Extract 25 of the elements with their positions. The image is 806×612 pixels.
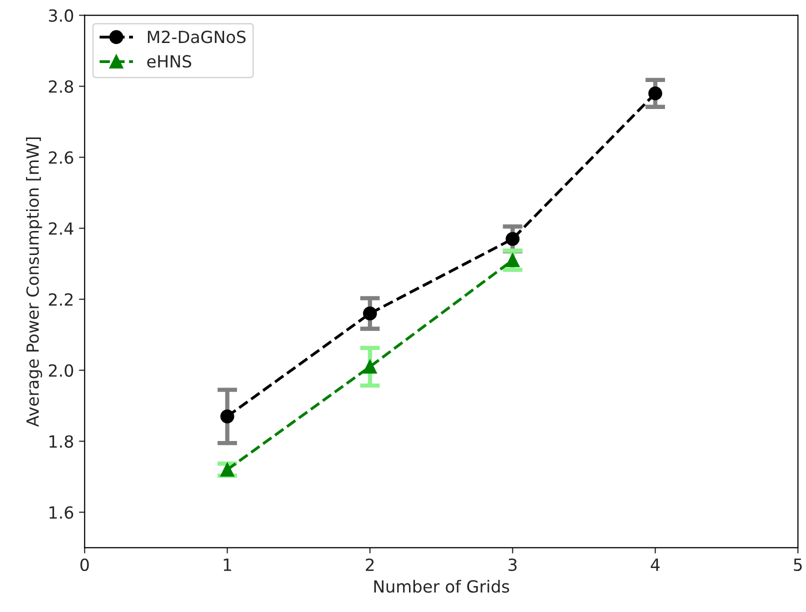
x-tick-label: 5: [794, 558, 802, 572]
y-tick-label: 2.6: [48, 151, 74, 164]
y-tick-label: 1.6: [50, 506, 74, 519]
legend-label: eHNS: [147, 55, 192, 68]
y-tick-label: 2.0: [48, 364, 74, 377]
y-tick-label: 2.2: [48, 293, 73, 306]
y-tick-label: 2.4: [48, 222, 74, 235]
x-tick-label: 1: [224, 558, 232, 571]
x-tick-label: 0: [80, 558, 89, 572]
x-tick-label: 4: [650, 558, 660, 571]
x-axis-title: Number of Grids: [374, 580, 510, 593]
x-tick-label: 3: [508, 558, 517, 572]
y-tick-label: 1.8: [50, 435, 74, 448]
y-tick-label: 2.8: [48, 80, 74, 93]
x-tick-label: 2: [366, 558, 374, 571]
point: [220, 409, 234, 424]
point: [648, 86, 662, 100]
y-axis-title: Average Power Consumption [mW]: [26, 138, 42, 427]
point: [363, 360, 377, 374]
point: [363, 306, 377, 320]
legend-label: M2-DaGNoS: [148, 30, 246, 44]
point: [220, 462, 234, 477]
point: [506, 253, 520, 268]
point: [506, 232, 520, 246]
y-tick-label: 3.0: [48, 9, 74, 22]
